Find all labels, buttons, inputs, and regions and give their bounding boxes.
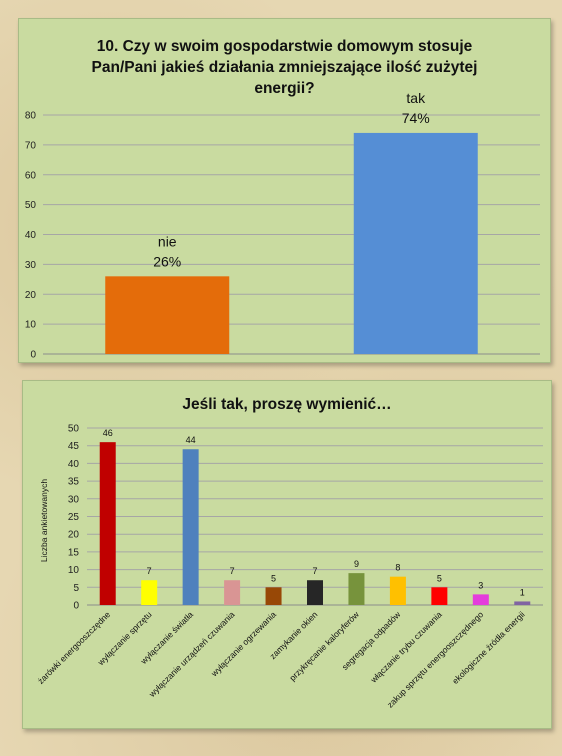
y-tick-label: 40 [68, 459, 80, 470]
y-tick-label: 25 [68, 512, 80, 523]
y-tick-label: 0 [73, 601, 79, 612]
bar-value-label: 5 [271, 573, 276, 583]
y-axis-title: Liczba ankietowanych [39, 479, 49, 562]
y-tick-label: 35 [68, 477, 80, 488]
y-tick-label: 45 [68, 441, 80, 452]
y-tick-label: 50 [68, 424, 80, 435]
bar-6 [307, 580, 323, 605]
bar-1 [99, 442, 116, 605]
y-tick-label: 20 [68, 530, 80, 541]
y-tick-label: 70 [25, 140, 37, 151]
y-tick-label: 0 [30, 350, 36, 361]
x-tick-label: przykręcanie kaloryferów [287, 609, 361, 683]
chart-1-title: 10. Czy w swoim gospodarstwie domowym st… [91, 38, 478, 97]
y-tick-label: 10 [68, 565, 80, 576]
bar-value-label: 74% [402, 110, 430, 126]
x-tick-label: wyłączanie urządzeń czuwania [146, 609, 236, 699]
y-tick-label: 10 [25, 320, 37, 331]
bar-3 [182, 449, 199, 605]
bar-9 [431, 587, 448, 605]
y-tick-label: 60 [25, 170, 37, 181]
bar-category-label: tak [406, 90, 426, 106]
y-tick-label: 30 [68, 494, 80, 505]
bar-2 [141, 580, 158, 605]
bar-10 [472, 594, 489, 605]
bar-value-label: 26% [153, 253, 181, 269]
chart-panel-2: Jeśli tak, proszę wymienić… 0 5 10 15 20 25 30… [22, 380, 552, 729]
x-tick-label: włączanie trybu czuwania [368, 609, 444, 685]
bar-value-label: 7 [147, 566, 152, 576]
x-tick-label: ekologiczne źródła energii [450, 609, 527, 686]
y-tick-label: 40 [25, 230, 37, 241]
y-tick-label: 15 [68, 547, 80, 558]
bar-value-label: 46 [103, 428, 113, 438]
bar-value-label: 7 [230, 566, 235, 576]
bar-value-label: 5 [437, 573, 442, 583]
bar-category-label: nie [158, 233, 177, 249]
bar-11 [514, 601, 531, 605]
bar-nie [105, 276, 230, 354]
bar-tak [353, 132, 478, 354]
y-tick-label: 30 [25, 260, 37, 271]
bar-value-label: 1 [520, 587, 525, 597]
x-tick-label: żarówki energooszczędne [36, 609, 113, 686]
y-tick-label: 80 [25, 111, 37, 122]
bar-value-label: 3 [478, 580, 483, 590]
bar-value-label: 7 [312, 566, 317, 576]
bar-value-label: 8 [395, 563, 400, 573]
bar-4 [224, 580, 241, 605]
chart-2-title: Jeśli tak, proszę wymienić… [182, 396, 392, 413]
bar-7 [348, 573, 365, 605]
bar-value-label: 44 [186, 435, 196, 445]
y-tick-label: 50 [25, 200, 37, 211]
bar-8 [389, 576, 406, 605]
bar-value-label: 9 [354, 559, 359, 569]
chart-panel-1: 10. Czy w swoim gospodarstwie domowym st… [18, 18, 551, 363]
bar-5 [265, 587, 282, 605]
chart-1-plot: 0 10 20 30 40 50 60 70 80 nie 26% tak 74% [25, 90, 540, 361]
y-tick-label: 5 [73, 583, 79, 594]
y-tick-label: 20 [25, 290, 37, 301]
